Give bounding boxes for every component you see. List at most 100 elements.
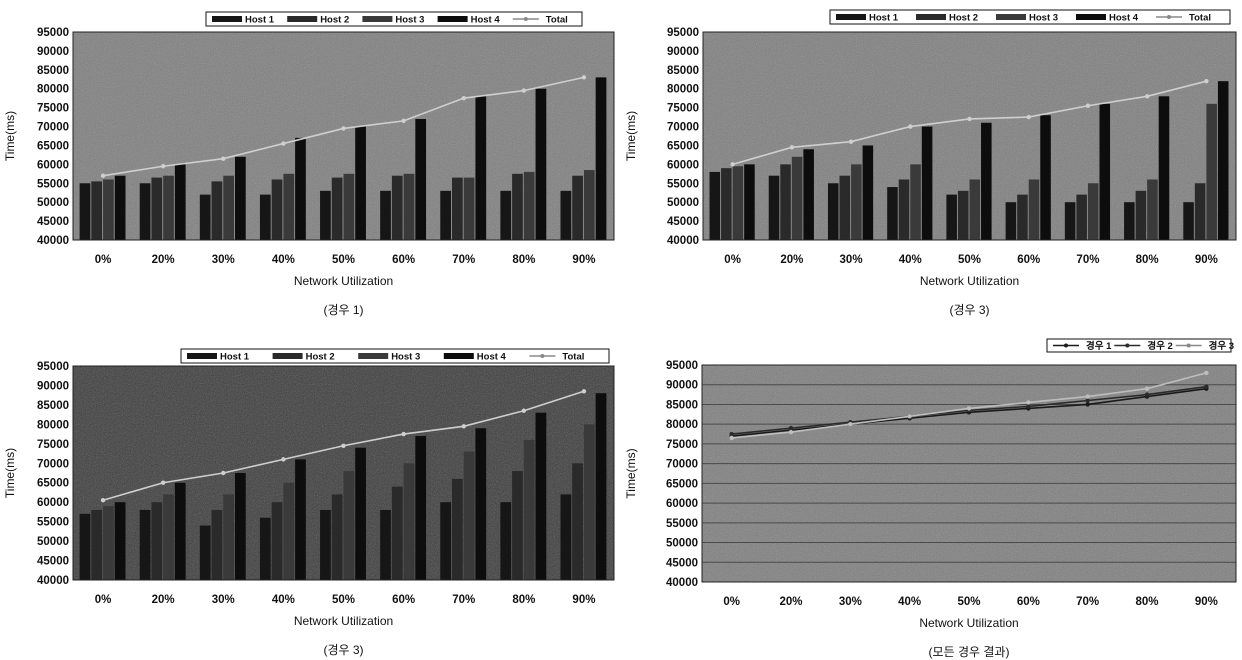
- y-tick-label: 50000: [37, 536, 69, 548]
- x-tick-label: 80%: [1135, 596, 1158, 608]
- x-tick-label: 20%: [779, 596, 802, 608]
- y-tick-label: 45000: [37, 216, 69, 228]
- x-tick-label: 70%: [452, 594, 475, 606]
- y-axis-label: Time(ms): [624, 448, 638, 498]
- bar-host-4: [234, 473, 246, 580]
- bar-host-2: [839, 175, 851, 240]
- y-tick-label: 60000: [37, 159, 69, 171]
- bar-host-1: [500, 190, 512, 240]
- x-tick-label: 50%: [332, 594, 355, 606]
- bar-host-2: [391, 175, 403, 240]
- bar-host-4: [174, 482, 186, 580]
- chart-panel-all-cases: 40000 45000 50000 55000 60000 65000 70000 75000…: [621, 330, 1242, 660]
- y-tick-label: 50000: [667, 197, 699, 209]
- x-tick-label: 0%: [723, 596, 740, 608]
- legend-marker: [1186, 343, 1191, 348]
- bar-host-4: [862, 145, 874, 240]
- bar-host-3: [1028, 179, 1040, 240]
- bar-host-3: [969, 179, 981, 240]
- legend-label: Host 2: [306, 352, 335, 363]
- point-경우-2: [1204, 384, 1209, 389]
- legend-label: Host 1: [220, 352, 250, 363]
- y-tick-label: 40000: [37, 235, 69, 247]
- x-tick-label: 30%: [839, 596, 862, 608]
- bar-host-4: [1040, 115, 1051, 240]
- bar-host-1: [768, 175, 780, 240]
- bar-host-2: [91, 509, 103, 580]
- y-tick-label: 85000: [37, 400, 69, 412]
- legend-label: Host 3: [391, 352, 420, 363]
- x-tick-label: 0%: [95, 594, 112, 606]
- bar-host-3: [463, 177, 475, 240]
- point-total: [100, 173, 106, 178]
- point-경우-1: [1085, 402, 1090, 407]
- bar-host-1: [1064, 202, 1076, 240]
- y-tick-label: 85000: [37, 65, 69, 77]
- bar-host-4: [415, 118, 427, 240]
- x-tick-label: 90%: [1195, 254, 1218, 266]
- legend-label: Host 1: [245, 15, 275, 26]
- x-tick-label: 90%: [1195, 596, 1218, 608]
- point-total: [1204, 78, 1209, 84]
- bar-host-2: [512, 471, 523, 580]
- point-경우-3: [1085, 394, 1090, 399]
- point-경우-3: [966, 406, 972, 411]
- y-tick-label: 45000: [667, 216, 699, 228]
- bar-host-2: [957, 190, 969, 240]
- bar-host-4: [921, 126, 933, 240]
- legend-label: Total: [562, 352, 584, 363]
- bar-host-2: [151, 502, 163, 580]
- y-tick-label: 65000: [666, 478, 698, 490]
- chart-svg: 40000 45000 50000 55000 60000 65000 70000 75000…: [624, 338, 1237, 659]
- x-tick-label: 60%: [392, 594, 415, 606]
- legend-marker: [1064, 343, 1068, 348]
- y-tick-label: 40000: [37, 575, 69, 587]
- plot-border: [72, 365, 615, 581]
- bar-host-2: [452, 478, 463, 580]
- bar-host-3: [343, 173, 355, 240]
- bar-host-3: [1206, 103, 1217, 240]
- legend-marker: [540, 354, 545, 358]
- bar-host-3: [223, 494, 234, 580]
- bar-host-4: [744, 164, 755, 240]
- bar-host-4: [1217, 81, 1229, 240]
- x-axis-label: Network Utilization: [294, 274, 393, 288]
- bar-host-4: [174, 164, 186, 240]
- bar-host-2: [572, 463, 583, 580]
- point-total: [848, 139, 854, 144]
- bar-host-2: [331, 494, 343, 580]
- plot-border: [702, 31, 1237, 241]
- x-tick-label: 30%: [840, 254, 863, 266]
- bar-host-2: [512, 173, 523, 240]
- x-tick-label: 40%: [272, 254, 295, 266]
- bar-host-4: [475, 96, 487, 240]
- x-tick-label: 50%: [332, 254, 355, 266]
- bar-host-2: [572, 175, 583, 240]
- bar-host-4: [475, 428, 487, 580]
- point-total: [1026, 114, 1031, 120]
- bar-host-2: [1135, 190, 1147, 240]
- bar-host-3: [103, 506, 114, 580]
- x-tick-label: 70%: [1076, 596, 1099, 608]
- x-axis-label: Network Utilization: [920, 274, 1019, 288]
- bar-host-3: [283, 173, 295, 240]
- point-경우-3: [1144, 386, 1150, 391]
- y-tick-label: 65000: [667, 140, 699, 152]
- point-total: [581, 75, 587, 80]
- y-tick-label: 55000: [37, 178, 69, 190]
- bar-host-3: [283, 482, 295, 580]
- bar-host-3: [851, 164, 862, 240]
- bar-host-3: [343, 471, 355, 580]
- bar-host-1: [887, 187, 898, 240]
- bar-host-3: [583, 170, 595, 240]
- point-경우-3: [848, 421, 853, 427]
- point-total: [581, 389, 587, 394]
- x-tick-label: 80%: [512, 594, 535, 606]
- bar-host-4: [355, 447, 366, 580]
- y-tick-label: 85000: [666, 399, 698, 411]
- bar-host-2: [898, 179, 910, 240]
- y-tick-label: 80000: [37, 84, 69, 96]
- y-tick-label: 60000: [37, 497, 69, 509]
- chart-caption: (경우 3): [949, 303, 989, 317]
- bar-host-4: [595, 77, 607, 240]
